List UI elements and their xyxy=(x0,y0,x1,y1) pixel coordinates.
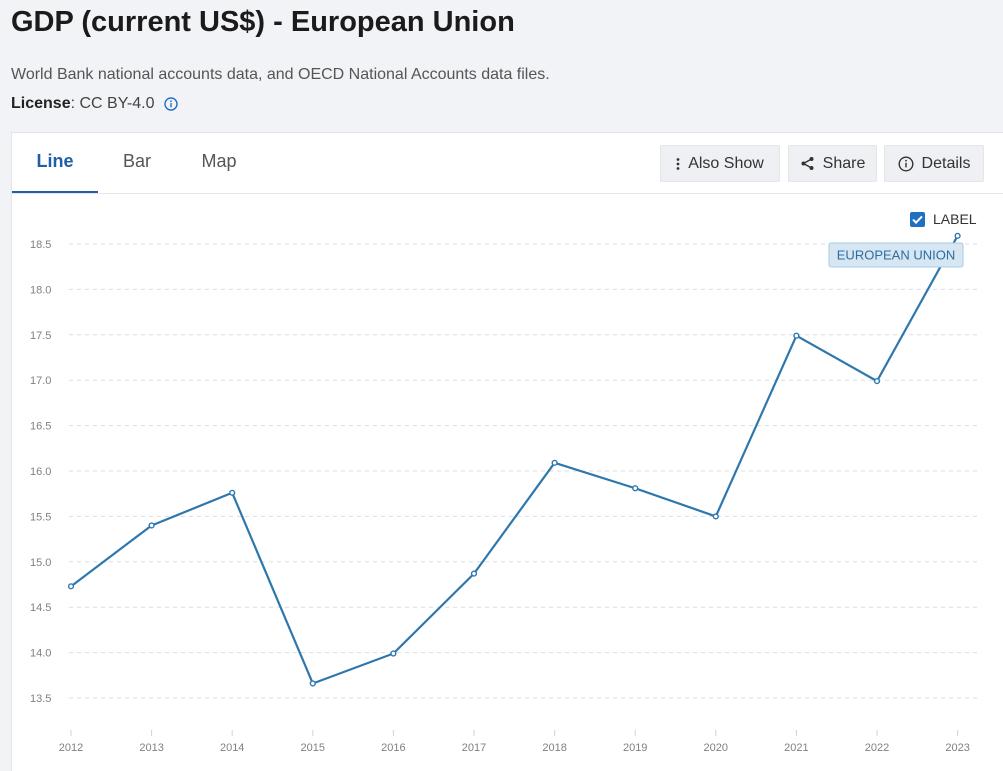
tab-bar: Line Bar Map Also Show Share Details xyxy=(12,133,1003,194)
label-checkbox[interactable] xyxy=(910,211,925,227)
x-tick-label: 2021 xyxy=(784,742,808,754)
share-icon xyxy=(801,157,814,170)
x-tick-label: 2019 xyxy=(623,742,647,754)
source-text: World Bank national accounts data, and O… xyxy=(11,66,550,83)
data-point xyxy=(229,489,236,496)
x-tick-label: 2012 xyxy=(59,742,83,754)
tab-bar-chart[interactable]: Bar xyxy=(122,151,151,171)
details-label: Details xyxy=(921,154,971,172)
data-point xyxy=(551,459,558,466)
series-end-label: EUROPEAN UNION xyxy=(837,248,955,263)
series-end-label-box xyxy=(828,242,964,268)
data-point xyxy=(712,513,719,520)
data-point xyxy=(632,485,639,492)
label-toggle-text: LABEL xyxy=(933,211,977,227)
license-key: License xyxy=(11,95,71,112)
x-tick-label: 2023 xyxy=(945,742,969,754)
data-point xyxy=(873,378,881,385)
y-tick-label: 18.0 xyxy=(30,284,51,296)
data-point xyxy=(470,570,478,577)
x-tick-label: 2014 xyxy=(220,742,244,754)
info-icon[interactable] xyxy=(164,97,179,111)
x-tick-label: 2018 xyxy=(542,742,566,754)
y-tick-label: 14.0 xyxy=(30,648,51,660)
label-toggle[interactable]: LABEL xyxy=(910,211,977,227)
line-chart: 13.5 14.0 14.5 15.0 15.5 16.0 16.5 17.0 17.5 18.0… xyxy=(30,232,978,754)
y-tick-label: 15.5 xyxy=(30,511,51,523)
share-label: Share xyxy=(822,154,866,172)
data-point xyxy=(67,583,75,590)
y-tick-label: 17.0 xyxy=(30,375,51,387)
data-point xyxy=(390,650,397,657)
more-vertical-icon xyxy=(676,157,680,170)
x-tick-label: 2017 xyxy=(462,742,486,754)
license-line: License : CC BY-4.0 xyxy=(11,95,179,113)
y-tick-label: 15.0 xyxy=(30,557,51,569)
y-tick-label: 13.5 xyxy=(30,693,51,705)
tab-map[interactable]: Map xyxy=(201,151,237,171)
x-tick-label: 2013 xyxy=(139,742,163,754)
info-circle-icon xyxy=(898,155,914,172)
x-tick-label: 2016 xyxy=(381,742,405,754)
x-tick-label: 2015 xyxy=(301,742,325,754)
y-tick-label: 18.5 xyxy=(30,239,51,251)
page-title: GDP (current US$) - European Union xyxy=(11,6,515,38)
also-show-label: Also Show xyxy=(688,154,764,172)
y-tick-label: 16.0 xyxy=(30,466,51,478)
x-tick-label: 2022 xyxy=(865,742,889,754)
series-line xyxy=(70,235,959,685)
chart-card: Line Bar Map Also Show Share Details LAB… xyxy=(11,132,1003,771)
data-point xyxy=(148,522,155,529)
y-tick-label: 16.5 xyxy=(30,421,51,433)
checkmark-icon xyxy=(912,215,923,224)
y-tick-label: 17.5 xyxy=(30,330,51,342)
also-show-button[interactable]: Also Show xyxy=(660,145,780,182)
data-point xyxy=(954,232,961,239)
data-point xyxy=(793,332,800,339)
y-tick-label: 14.5 xyxy=(30,602,51,614)
details-button[interactable]: Details xyxy=(884,145,984,182)
share-button[interactable]: Share xyxy=(788,145,877,182)
tab-line[interactable]: Line xyxy=(12,133,98,193)
data-point xyxy=(309,680,316,687)
x-tick-label: 2020 xyxy=(704,742,728,754)
license-value: : CC BY-4.0 xyxy=(70,95,155,112)
